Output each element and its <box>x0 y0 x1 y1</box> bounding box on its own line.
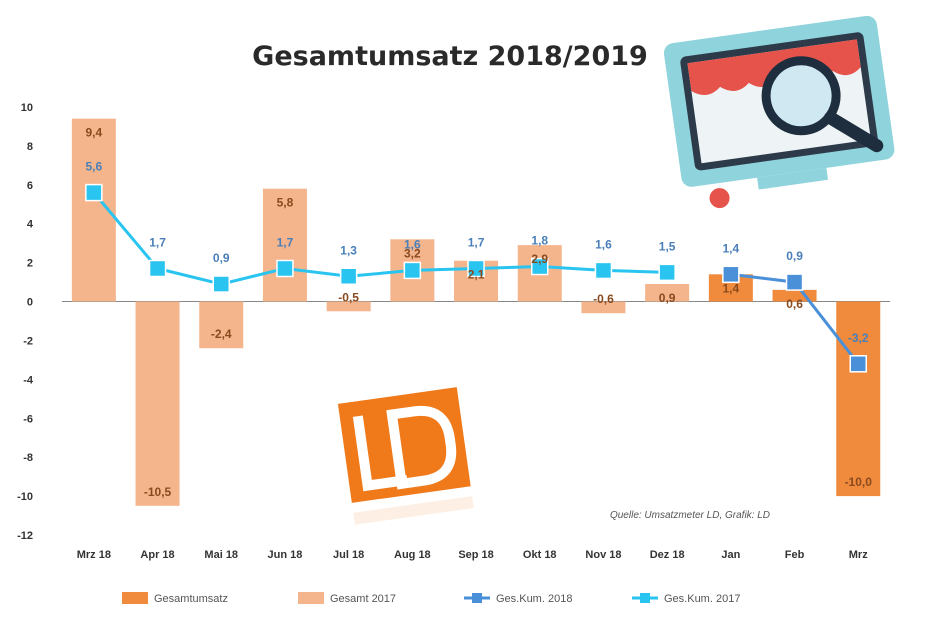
x-tick-label: Mrz 18 <box>77 549 111 561</box>
line-marker <box>658 263 676 282</box>
y-tick-label: 0 <box>27 297 33 309</box>
ld-logo-icon <box>337 387 474 525</box>
line-data-label: 1,8 <box>531 234 548 248</box>
legend-marker <box>472 593 482 603</box>
legend-marker <box>640 593 650 603</box>
x-tick-label: Dez 18 <box>650 549 685 561</box>
x-tick-label: Apr 18 <box>140 549 174 561</box>
y-tick-label: 8 <box>27 141 33 153</box>
y-tick-label: -12 <box>17 530 33 542</box>
bar-data-label: -0,5 <box>338 290 359 304</box>
line-data-label: 1,7 <box>468 235 485 249</box>
line-marker <box>467 259 485 278</box>
line-data-label: -3,2 <box>848 331 869 345</box>
line-data-label: 5,6 <box>86 160 103 174</box>
bar <box>135 301 180 506</box>
line-marker <box>531 257 549 276</box>
line-data-label: 1,7 <box>149 235 166 249</box>
bar <box>581 301 626 314</box>
line-data-label: 0,9 <box>786 249 803 263</box>
line-marker <box>148 259 167 278</box>
bar-data-label: 2,1 <box>468 268 485 282</box>
x-tick-label: Nov 18 <box>585 549 621 561</box>
bar-data-label: 0,6 <box>786 297 803 311</box>
y-tick-label: -8 <box>23 452 33 464</box>
shop-search-illustration-icon <box>663 15 895 209</box>
x-tick-label: Mai 18 <box>204 549 238 561</box>
bar <box>645 284 690 302</box>
legend-label: Gesamtumsatz <box>154 593 228 605</box>
legend-swatch <box>298 592 324 604</box>
bar <box>199 301 244 349</box>
bar-data-label: 2,9 <box>531 252 548 266</box>
bar-data-label: -2,4 <box>211 327 232 341</box>
bar <box>772 289 817 302</box>
legend-label: Ges.Kum. 2017 <box>664 593 740 605</box>
line-marker <box>212 275 230 293</box>
x-tick-label: Jul 18 <box>333 549 364 561</box>
line-marker <box>403 261 422 280</box>
line-marker <box>849 355 867 373</box>
x-tick-label: Jun 18 <box>268 549 303 561</box>
bar-data-label: 0,9 <box>659 291 676 305</box>
y-tick-label: -10 <box>17 491 33 503</box>
bar-data-label: 5,8 <box>277 196 294 210</box>
x-tick-label: Aug 18 <box>394 549 431 561</box>
bar-data-label: -10,5 <box>144 485 172 499</box>
y-tick-label: -4 <box>23 374 34 386</box>
x-tick-label: Mrz <box>849 549 868 561</box>
line-marker <box>339 267 358 286</box>
bar <box>326 301 371 312</box>
bar-data-label: -10,0 <box>845 475 873 489</box>
line-marker <box>722 265 740 284</box>
line-marker <box>594 261 613 280</box>
x-tick-label: Okt 18 <box>523 549 557 561</box>
y-tick-label: 6 <box>27 180 33 192</box>
line-data-label: 1,5 <box>659 239 676 253</box>
y-tick-label: -6 <box>23 413 33 425</box>
bar-data-label: -0,6 <box>593 292 614 306</box>
x-tick-label: Sep 18 <box>458 549 493 561</box>
legend-label: Ges.Kum. 2018 <box>496 593 572 605</box>
line-data-label: 1,6 <box>595 237 612 251</box>
y-tick-label: -2 <box>23 335 33 347</box>
line-data-label: 1,3 <box>340 243 357 257</box>
line-marker <box>785 273 804 291</box>
line-marker <box>85 183 103 202</box>
bar-data-label: 3,2 <box>404 246 421 260</box>
bar-data-label: 9,4 <box>86 126 103 140</box>
legend-swatch <box>122 592 148 604</box>
y-tick-label: 2 <box>27 258 33 270</box>
bar <box>262 188 307 302</box>
line-marker <box>276 259 294 278</box>
bar <box>836 301 881 497</box>
line-data-label: 1,6 <box>404 237 421 251</box>
series-line <box>92 191 668 286</box>
x-tick-label: Feb <box>785 549 805 561</box>
y-tick-label: 4 <box>27 219 34 231</box>
legend-label: Gesamt 2017 <box>330 593 396 605</box>
source-annotation: Quelle: Umsatzmeter LD, Grafik: LD <box>610 510 770 521</box>
line-data-label: 0,9 <box>213 251 230 265</box>
line-data-label: 1,7 <box>277 235 294 249</box>
y-tick-label: 10 <box>21 102 33 114</box>
x-tick-label: Jan <box>721 549 740 561</box>
chart-title: Gesamtumsatz 2018/2019 <box>252 41 648 72</box>
line-data-label: 1,4 <box>723 241 740 255</box>
bar-data-label: 1,4 <box>723 281 740 295</box>
